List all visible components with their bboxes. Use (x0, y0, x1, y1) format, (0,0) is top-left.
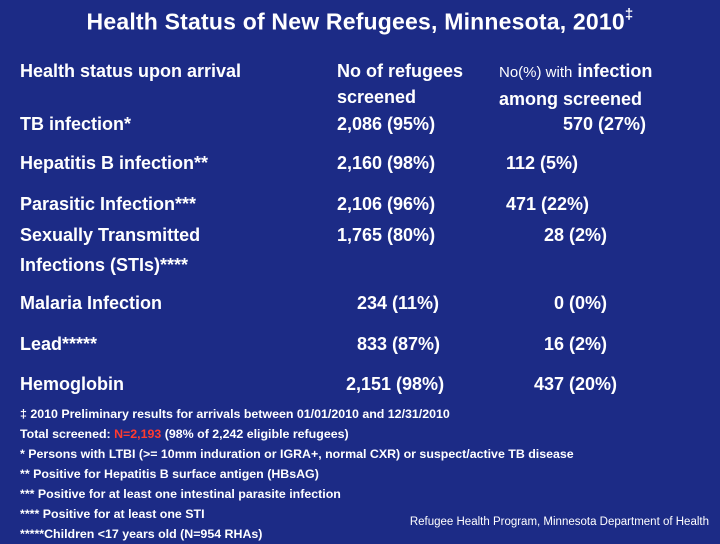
note-preliminary: ‡ 2010 Preliminary results for arrivals … (20, 407, 450, 421)
slide-title: Health Status of New Refugees, Minnesota… (0, 6, 720, 36)
note-total-screened: Total screened: N=2,193 (98% of 2,242 el… (20, 424, 710, 444)
row-screened-sti: 1,765 (80%) (337, 225, 436, 245)
row-label-parasitic: Parasitic Infection*** (20, 194, 197, 214)
row-label-hemoglobin: Hemoglobin (20, 374, 124, 394)
row-label-malaria: Malaria Infection (20, 293, 163, 313)
row-screened-hepatitis-b: 2,160 (98%) (337, 153, 436, 173)
row-label-tb: TB infection* (20, 114, 131, 134)
note-sti: **** Positive for at least one STI (20, 507, 205, 521)
row-infected-sti: 28 (2%) (544, 225, 608, 245)
header-health-status: Health status upon arrival (20, 61, 242, 81)
header-infection: No(%) with infection among screened (499, 58, 652, 112)
note-total-value: N=2,193 (114, 427, 162, 441)
note-tb: * Persons with LTBI (>= 10mm induration … (20, 447, 574, 461)
row-label-hepatitis-b: Hepatitis B infection** (20, 153, 209, 173)
row-label-sti: Sexually Transmitted (20, 225, 201, 245)
header-infection-small: No(%) with (499, 64, 573, 81)
row-infected-lead: 16 (2%) (544, 334, 608, 354)
header-infection-rest: infection (572, 61, 653, 81)
row-screened-hemoglobin: 2,151 (98%) (346, 374, 445, 394)
header-screened: No of refugees screened (337, 58, 463, 110)
row-label-lead: Lead***** (20, 334, 98, 354)
row-infected-parasitic: 471 (22%) (506, 194, 590, 214)
note-hepatitis: ** Positive for Hepatitis B surface anti… (20, 467, 319, 481)
row-infected-hemoglobin: 437 (20%) (534, 374, 618, 394)
title-footnote-mark: ‡ (624, 6, 634, 23)
footer-source: Refugee Health Program, Minnesota Depart… (409, 516, 709, 528)
note-parasite: *** Positive for at least one intestinal… (20, 487, 341, 501)
row-infected-malaria: 0 (0%) (554, 293, 608, 313)
header-infection-line2: among screened (499, 89, 643, 109)
note-lead: *****Children <17 years old (N=954 RHAs) (20, 527, 263, 541)
note-total-prefix: Total screened: (20, 427, 115, 441)
header-screened-line1: No of refugees (337, 61, 464, 81)
row-screened-parasitic: 2,106 (96%) (337, 194, 436, 214)
title-text: Health Status of New Refugees, Minnesota… (86, 8, 625, 35)
header-screened-line2: screened (337, 87, 417, 107)
row-screened-lead: 833 (87%) (357, 334, 441, 354)
row-screened-tb: 2,086 (95%) (337, 114, 436, 134)
footnotes: ‡ 2010 Preliminary results for arrivals … (20, 404, 710, 544)
note-total-suffix: (98% of 2,242 eligible refugees) (161, 427, 349, 441)
row-infected-tb: 570 (27%) (563, 114, 647, 134)
row-label-sti-line2: Infections (STIs)**** (20, 255, 189, 275)
row-screened-malaria: 234 (11%) (357, 293, 440, 313)
header-infection-line1: No(%) with infection (499, 58, 652, 86)
row-infected-hepatitis-b: 112 (5%) (506, 153, 579, 173)
